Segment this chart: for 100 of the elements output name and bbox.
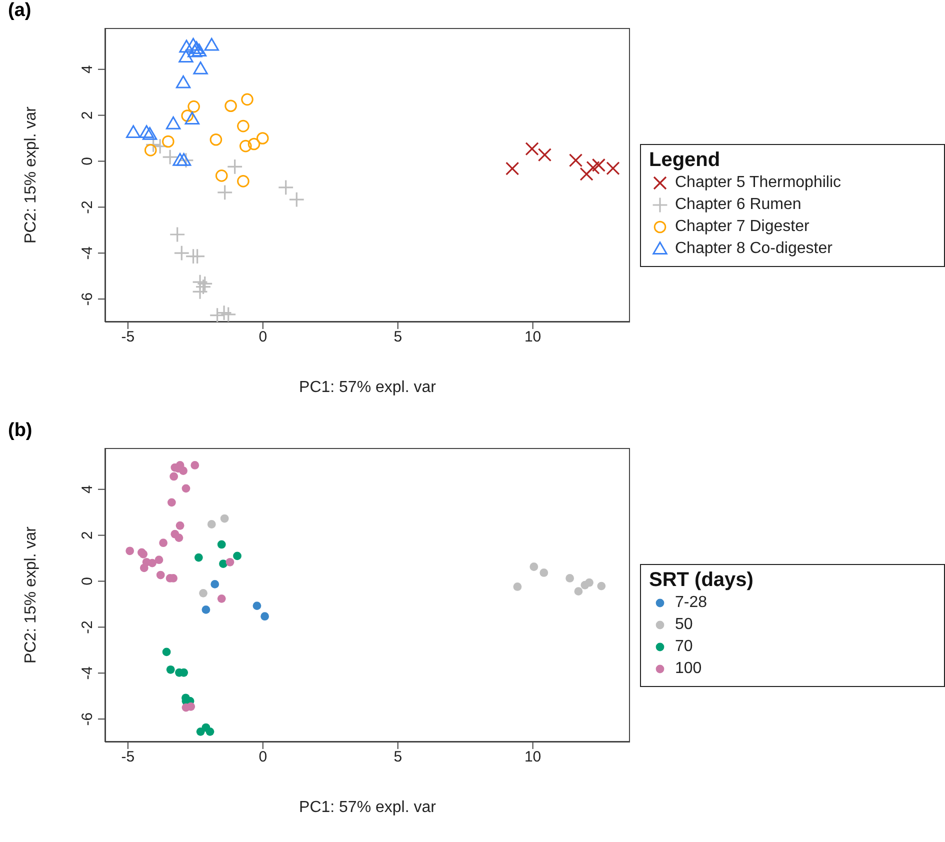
x-tick-label: 0 bbox=[258, 748, 268, 766]
point bbox=[162, 135, 174, 148]
point bbox=[176, 521, 184, 530]
x-axis-title: PC1: 57% expl. var bbox=[299, 379, 437, 396]
point bbox=[172, 152, 188, 166]
point bbox=[144, 144, 157, 156]
point bbox=[260, 612, 269, 621]
y-tick-label: 0 bbox=[79, 577, 96, 586]
point bbox=[215, 170, 228, 182]
y-axis-title: PC2: 15% expl. var bbox=[22, 106, 40, 244]
point bbox=[574, 587, 583, 596]
point bbox=[592, 158, 606, 172]
point bbox=[195, 278, 212, 295]
point bbox=[538, 148, 552, 162]
point bbox=[540, 568, 548, 577]
point bbox=[170, 472, 178, 481]
point bbox=[154, 556, 164, 564]
legend-label: 7-28 bbox=[675, 592, 708, 612]
point bbox=[192, 284, 208, 300]
point bbox=[182, 484, 190, 493]
y-tick-label: -2 bbox=[79, 620, 96, 634]
point bbox=[233, 552, 242, 560]
x-tick-label: -5 bbox=[121, 748, 135, 766]
point bbox=[606, 162, 620, 176]
point bbox=[199, 588, 208, 598]
point bbox=[252, 602, 262, 610]
chart-title: (b) bbox=[8, 420, 32, 442]
point bbox=[184, 112, 200, 125]
y-axis-title: PC2: 15% expl. var bbox=[22, 526, 40, 664]
point bbox=[186, 38, 201, 51]
point bbox=[216, 184, 233, 200]
point bbox=[162, 149, 178, 166]
point bbox=[176, 152, 192, 166]
point bbox=[530, 562, 538, 571]
point bbox=[194, 553, 203, 562]
legend-title: SRT (days) bbox=[649, 568, 754, 592]
point bbox=[140, 564, 148, 572]
point bbox=[241, 93, 254, 106]
point bbox=[204, 38, 219, 51]
point bbox=[196, 727, 205, 736]
point bbox=[189, 248, 206, 264]
legend-label: 70 bbox=[675, 636, 693, 656]
point bbox=[216, 304, 232, 321]
point bbox=[174, 534, 184, 542]
x-tick-label: 10 bbox=[524, 748, 542, 766]
point bbox=[585, 578, 594, 587]
point bbox=[145, 136, 162, 153]
chart-title: (a) bbox=[8, 0, 32, 22]
legend-label: 50 bbox=[675, 614, 693, 634]
point bbox=[126, 546, 134, 556]
point bbox=[188, 100, 200, 113]
y-tick-label: -4 bbox=[79, 246, 96, 260]
x-tick-label: 5 bbox=[394, 328, 402, 346]
point bbox=[148, 558, 156, 568]
point bbox=[256, 132, 269, 144]
point bbox=[210, 133, 222, 146]
point bbox=[278, 179, 294, 196]
point bbox=[220, 306, 236, 322]
point bbox=[506, 162, 520, 176]
point bbox=[224, 100, 237, 112]
point bbox=[159, 538, 168, 548]
point bbox=[166, 116, 181, 130]
legend-label: Chapter 6 Rumen bbox=[675, 194, 802, 214]
point bbox=[162, 648, 171, 656]
point bbox=[513, 582, 522, 591]
legend-label: 100 bbox=[675, 658, 702, 678]
point bbox=[179, 40, 194, 53]
point bbox=[139, 125, 154, 138]
point bbox=[176, 75, 191, 88]
point bbox=[226, 558, 234, 566]
point bbox=[248, 138, 260, 150]
point bbox=[190, 461, 200, 470]
point bbox=[193, 62, 208, 74]
point bbox=[219, 560, 228, 568]
point bbox=[586, 160, 600, 174]
point bbox=[210, 580, 220, 588]
legend-title: Legend bbox=[649, 148, 722, 172]
point bbox=[209, 307, 226, 322]
point bbox=[568, 154, 583, 168]
y-tick-label: -2 bbox=[79, 200, 96, 214]
y-tick-label: 2 bbox=[79, 531, 96, 540]
point bbox=[239, 140, 252, 152]
point bbox=[202, 606, 210, 614]
point bbox=[192, 44, 207, 57]
x-tick-label: -5 bbox=[121, 328, 135, 346]
y-tick-label: 4 bbox=[79, 65, 96, 74]
point bbox=[566, 574, 574, 582]
legend-label: Chapter 5 Thermophilic bbox=[675, 172, 842, 192]
x-tick-label: 10 bbox=[524, 328, 542, 346]
legend-label: Chapter 7 Digester bbox=[675, 216, 810, 236]
legend-label: Chapter 8 Co-digester bbox=[675, 238, 832, 258]
point bbox=[169, 226, 186, 242]
point bbox=[226, 158, 243, 175]
point bbox=[217, 540, 226, 549]
point bbox=[174, 245, 190, 262]
x-axis-title: PC1: 57% expl. var bbox=[299, 799, 437, 816]
x-tick-label: 5 bbox=[394, 748, 402, 766]
point bbox=[126, 125, 141, 138]
x-tick-label: 0 bbox=[258, 328, 268, 346]
point bbox=[207, 520, 216, 528]
